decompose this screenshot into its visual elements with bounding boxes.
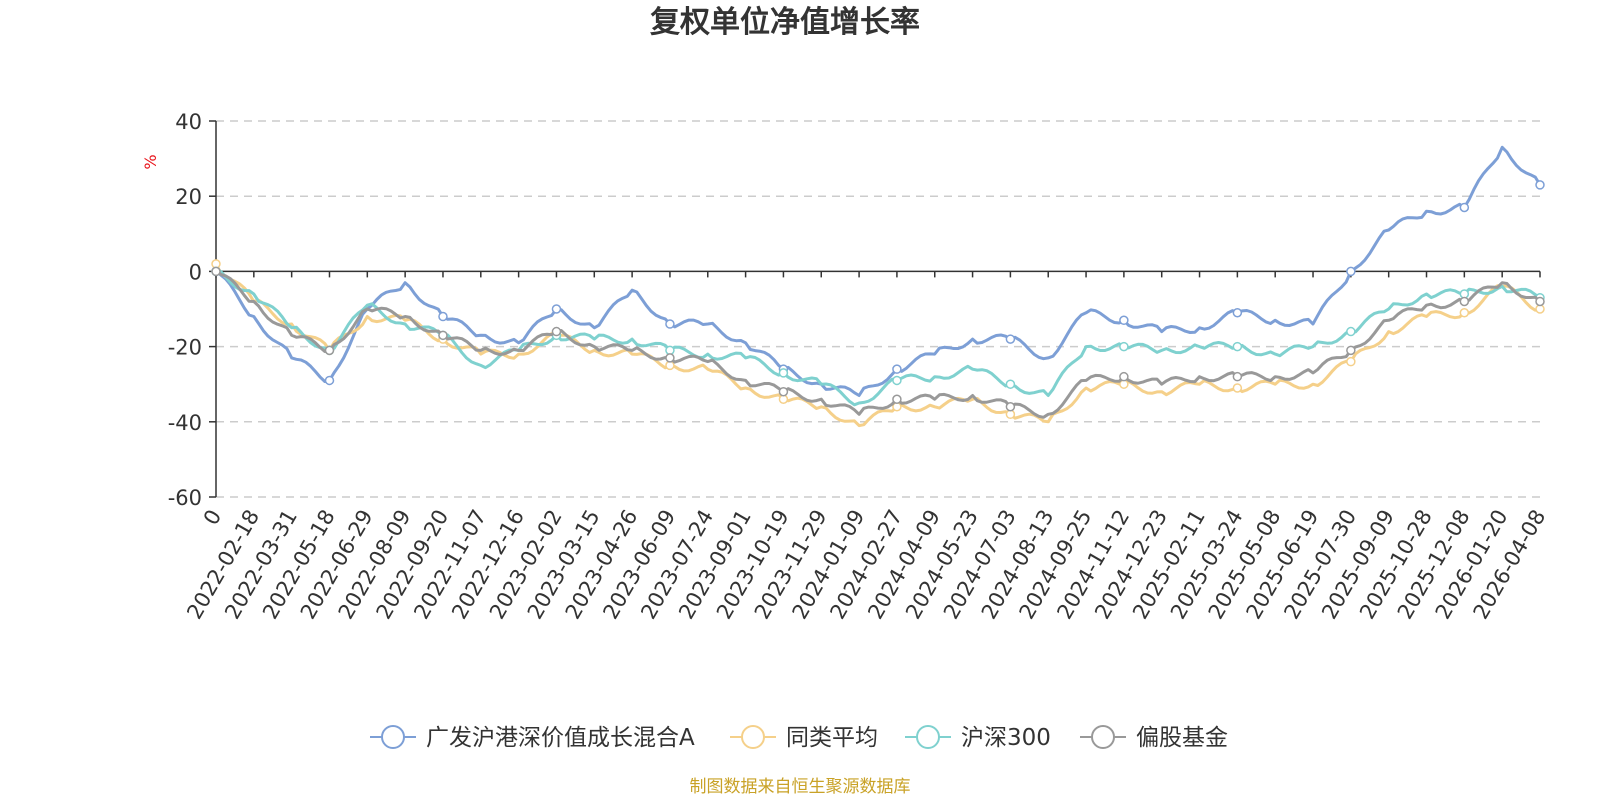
legend-marker-icon bbox=[916, 725, 940, 749]
data-point bbox=[1119, 315, 1129, 326]
legend-item-2[interactable]: 沪深300 bbox=[905, 725, 1051, 751]
data-point bbox=[211, 266, 221, 277]
legend-label: 沪深300 bbox=[961, 725, 1051, 751]
data-point bbox=[1346, 266, 1356, 277]
data-point bbox=[1535, 180, 1545, 190]
data-point bbox=[1346, 345, 1356, 356]
data-point bbox=[1346, 356, 1356, 367]
x-tick-label: 0 bbox=[199, 506, 226, 530]
data-point bbox=[324, 375, 335, 386]
data-point bbox=[1005, 379, 1016, 389]
data-point bbox=[1459, 202, 1470, 213]
data-point bbox=[1119, 371, 1129, 382]
data-point bbox=[1232, 371, 1243, 382]
data-point bbox=[324, 345, 335, 356]
legend-label: 同类平均 bbox=[786, 725, 878, 751]
legend-item-0[interactable]: 广发沪港深价值成长混合A bbox=[370, 725, 695, 751]
gridlines bbox=[216, 120, 1540, 498]
data-point bbox=[1459, 296, 1470, 307]
data-point bbox=[1005, 402, 1016, 412]
y-tick-label: -40 bbox=[168, 411, 202, 435]
legend-item-3[interactable]: 偏股基金 bbox=[1080, 725, 1228, 751]
y-tick-label: -20 bbox=[168, 336, 202, 360]
y-tick-label: 20 bbox=[175, 185, 202, 209]
y-tick-label: -60 bbox=[168, 486, 202, 510]
data-point bbox=[1232, 383, 1243, 393]
data-point bbox=[892, 394, 902, 404]
data-point bbox=[892, 364, 902, 374]
legend-label: 偏股基金 bbox=[1136, 725, 1228, 751]
legend-item-1[interactable]: 同类平均 bbox=[730, 725, 878, 751]
data-point bbox=[665, 353, 675, 363]
y-tick-label: 40 bbox=[175, 110, 202, 134]
source-note: 制图数据来自恒生聚源数据库 bbox=[690, 777, 911, 797]
y-axis-unit: % bbox=[141, 154, 160, 169]
chart-title: 复权单位净值增长率 bbox=[650, 5, 920, 40]
data-point bbox=[892, 375, 902, 386]
data-point bbox=[438, 311, 448, 322]
data-point bbox=[778, 368, 789, 378]
data-point bbox=[1459, 308, 1470, 318]
data-point bbox=[1232, 308, 1243, 318]
data-point bbox=[1346, 326, 1356, 337]
legend-marker-icon bbox=[1091, 725, 1115, 749]
data-point bbox=[438, 330, 448, 341]
legend-label: 广发沪港深价值成长混合A bbox=[426, 725, 695, 751]
data-point bbox=[665, 319, 675, 329]
data-point bbox=[1232, 341, 1243, 352]
axes: 40200-20-40-6002022-02-182022-03-312022-… bbox=[168, 110, 1551, 623]
series-line-1 bbox=[214, 263, 1541, 428]
y-tick-label: 0 bbox=[189, 260, 202, 284]
data-point bbox=[1005, 334, 1016, 344]
legend[interactable]: 广发沪港深价值成长混合A 同类平均 沪深300 偏股基金 bbox=[370, 725, 1228, 751]
legend-marker-icon bbox=[381, 725, 405, 749]
series-line-0 bbox=[215, 145, 1542, 397]
data-point bbox=[778, 386, 789, 397]
data-point bbox=[551, 326, 562, 337]
series-lines bbox=[211, 145, 1545, 428]
data-point bbox=[1535, 296, 1545, 307]
legend-marker-icon bbox=[741, 725, 765, 749]
series-line-3 bbox=[215, 270, 1542, 419]
data-point bbox=[1119, 341, 1129, 352]
data-point bbox=[551, 304, 562, 314]
